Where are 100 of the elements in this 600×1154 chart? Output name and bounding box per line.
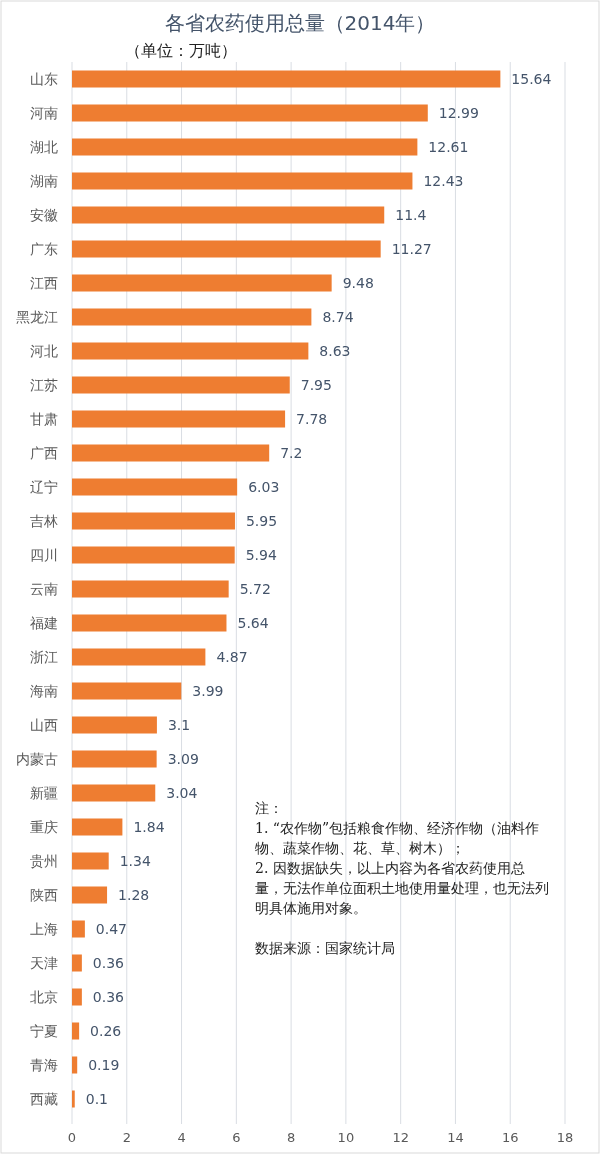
y-tick-label: 江西 [30, 275, 58, 291]
bar [72, 206, 385, 224]
bar [72, 104, 428, 122]
data-label: 11.4 [395, 207, 427, 223]
bar [72, 546, 235, 564]
bar [72, 478, 238, 496]
bar [72, 376, 290, 394]
data-label: 6.03 [248, 479, 280, 495]
y-tick-label: 四川 [30, 547, 58, 563]
bar [72, 682, 182, 700]
data-label: 5.95 [245, 513, 278, 529]
data-label: 0.19 [88, 1057, 120, 1073]
data-label: 15.64 [511, 71, 552, 87]
data-label: 3.09 [167, 751, 199, 767]
bar [72, 920, 85, 938]
x-tick-label: 10 [337, 1130, 355, 1145]
bar [72, 1056, 78, 1074]
data-label: 0.1 [85, 1091, 108, 1107]
data-label: 1.84 [133, 819, 165, 835]
y-tick-label: 安徽 [30, 207, 58, 223]
data-label: 5.72 [239, 581, 271, 597]
y-tick-label: 河南 [30, 105, 58, 121]
data-label: 4.87 [216, 649, 248, 665]
bar [72, 172, 413, 190]
bar [72, 308, 312, 326]
x-tick-label: 4 [177, 1130, 186, 1145]
x-tick-label: 14 [447, 1130, 464, 1145]
data-label: 0.36 [92, 989, 125, 1005]
data-label: 3.1 [167, 717, 191, 733]
y-tick-label: 天津 [30, 955, 58, 971]
y-tick-label: 山西 [30, 717, 58, 733]
data-label: 7.2 [280, 445, 303, 461]
bar [72, 444, 270, 462]
y-tick-label: 辽宁 [30, 479, 58, 495]
x-tick-label: 0 [67, 1130, 77, 1145]
y-tick-label: 云南 [30, 581, 58, 597]
y-tick-label: 浙江 [30, 649, 58, 665]
data-label: 5.94 [245, 547, 277, 563]
bar [72, 852, 109, 870]
data-label: 1.34 [119, 853, 151, 869]
annotation: 2. 因数据缺失，以上内容为各省农药使用总量，无法作单位面积土地使用量处理，也无法列明具体施用对象。 [255, 859, 550, 918]
x-tick-label: 6 [232, 1130, 241, 1145]
y-tick-label: 江苏 [30, 377, 58, 393]
bar [72, 750, 157, 768]
bar [72, 274, 332, 292]
data-label: 9.48 [342, 275, 374, 291]
y-tick-label: 广西 [30, 445, 58, 461]
bar [72, 988, 82, 1006]
data-label: 7.95 [300, 377, 332, 393]
annotation: 注： [255, 799, 284, 818]
bar [72, 716, 157, 734]
y-tick-label: 内蒙古 [16, 751, 58, 767]
y-tick-label: 西藏 [30, 1091, 58, 1107]
bar [72, 1090, 75, 1108]
data-label: 5.64 [237, 615, 269, 631]
x-tick-label: 16 [501, 1130, 519, 1145]
bar [72, 886, 108, 904]
data-label: 3.99 [192, 683, 224, 699]
y-tick-label: 新疆 [30, 785, 58, 801]
y-tick-label: 贵州 [30, 853, 58, 869]
y-tick-label: 河北 [30, 343, 58, 359]
data-label: 11.27 [391, 241, 432, 257]
bar [72, 1022, 80, 1040]
x-tick-label: 18 [556, 1130, 574, 1145]
data-label: 8.63 [319, 343, 351, 359]
data-label: 7.78 [296, 411, 328, 427]
data-label: 8.74 [322, 309, 354, 325]
bar [72, 70, 501, 88]
y-tick-label: 陕西 [30, 887, 58, 903]
y-tick-label: 福建 [30, 615, 58, 631]
data-label: 12.61 [428, 139, 469, 155]
annotation: 数据来源：国家统计局 [255, 939, 396, 958]
y-tick-label: 黑龙江 [16, 309, 58, 325]
bar [72, 648, 206, 666]
x-tick-label: 12 [392, 1130, 409, 1145]
y-tick-label: 广东 [30, 241, 58, 257]
y-tick-label: 湖南 [30, 173, 58, 189]
y-tick-label: 重庆 [30, 819, 58, 835]
data-label: 3.04 [166, 785, 198, 801]
y-tick-label: 湖北 [30, 139, 58, 155]
data-label: 12.43 [423, 173, 464, 189]
y-tick-label: 吉林 [30, 513, 58, 529]
data-label: 0.47 [95, 921, 128, 937]
y-tick-label: 山东 [30, 71, 58, 87]
y-tick-label: 北京 [30, 989, 58, 1005]
data-label: 0.26 [90, 1023, 122, 1039]
data-label: 1.28 [118, 887, 150, 903]
x-tick-label: 2 [122, 1130, 131, 1145]
bar [72, 512, 235, 530]
data-label: 12.99 [438, 105, 479, 121]
bar [72, 580, 229, 598]
bar [72, 954, 82, 972]
bar [72, 240, 381, 258]
bar [72, 138, 418, 156]
annotation: 1. “农作物”包括粮食作物、经济作物（油料作物、蔬菜作物、花、草、树木）； [255, 819, 541, 858]
y-tick-label: 上海 [30, 921, 58, 937]
chart-title: 各省农药使用总量（2014年） [164, 11, 436, 35]
bar [72, 784, 156, 802]
x-tick-label: 8 [286, 1130, 296, 1145]
bar [72, 614, 227, 632]
